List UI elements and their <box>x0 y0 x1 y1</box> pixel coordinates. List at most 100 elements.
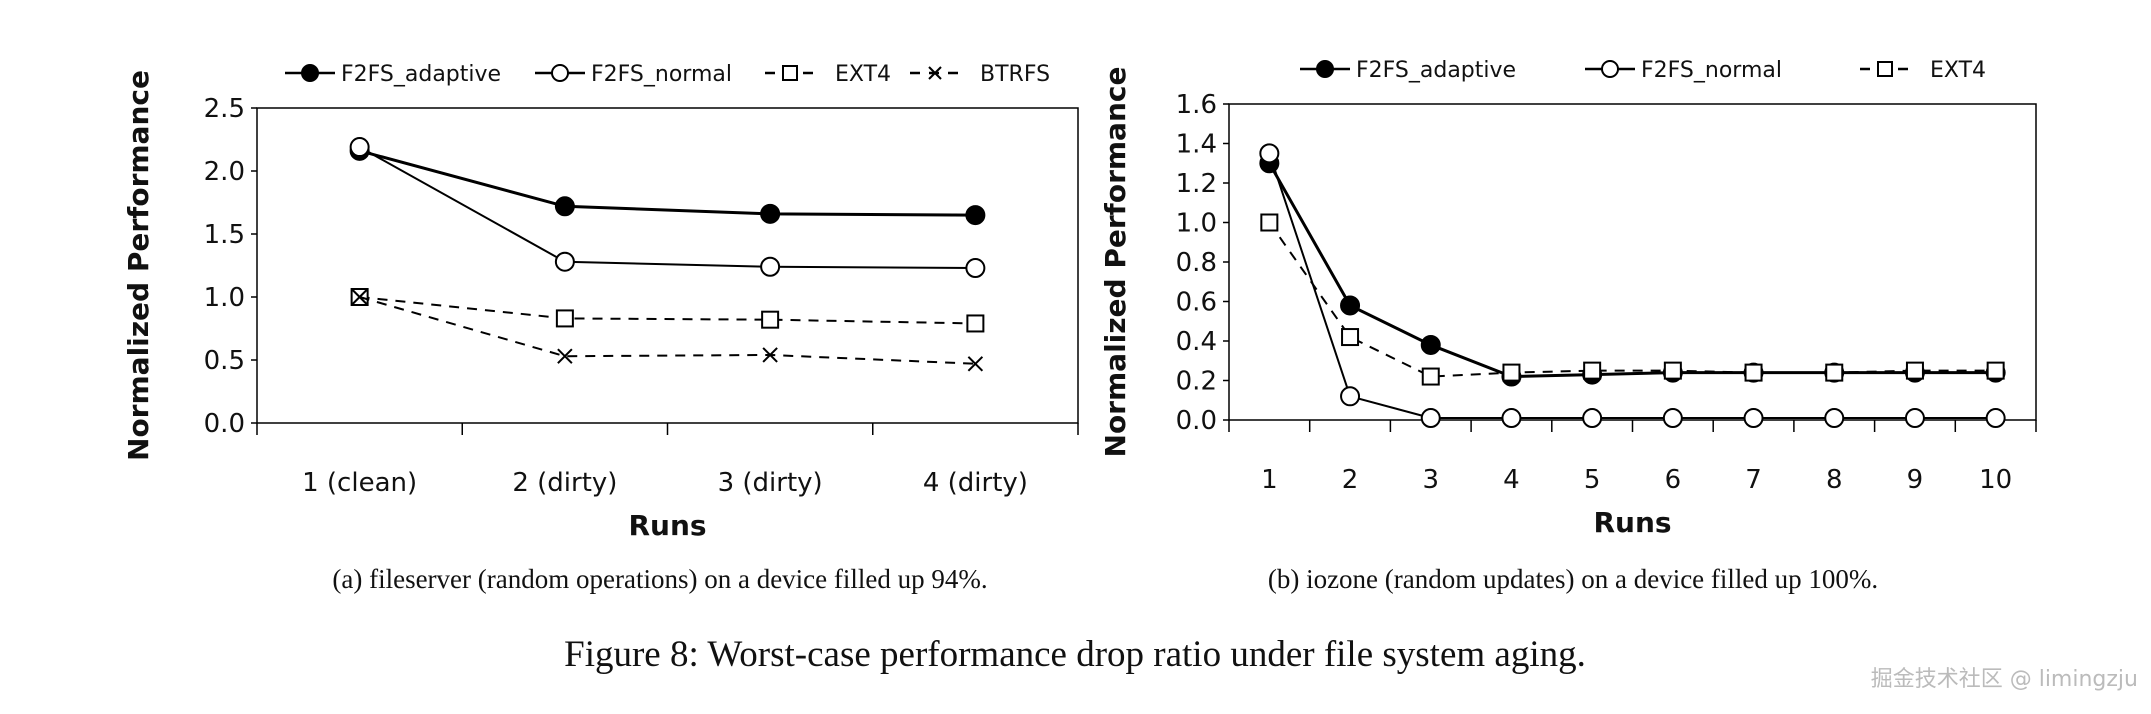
data-point <box>1662 408 1683 429</box>
cross-stroke <box>928 66 942 80</box>
y-tick-label: 0.0 <box>1176 406 1217 436</box>
legend-marker <box>928 66 942 80</box>
x-tick-label: 9 <box>1907 465 1924 495</box>
data-point <box>1421 367 1440 386</box>
data-point <box>1501 408 1522 429</box>
x-tick-label: 6 <box>1665 465 1682 495</box>
x-tick-label: 3 <box>1422 465 1439 495</box>
data-point <box>1663 361 1682 380</box>
y-tick-label: 1.6 <box>1176 90 1217 120</box>
cross-stroke <box>967 356 984 372</box>
chart-b: 0.0 0.2 0.4 0.6 0.8 1.0 1.2 1.4 1.6 1 2 3 4 5 6 7 8 9 10 Ru… <box>1099 58 2037 539</box>
series-f2fs-adaptive <box>349 140 986 226</box>
data-point <box>1259 143 1280 164</box>
legend-marker <box>782 65 798 81</box>
x-axis-title: Runs <box>628 509 706 542</box>
series-f2fs-adaptive <box>1259 153 2006 387</box>
legend-item-ext4: EXT4 <box>1860 58 1986 83</box>
series-btrfs <box>351 289 984 372</box>
y-tick-label: 1.2 <box>1176 169 1217 199</box>
data-point <box>967 356 984 372</box>
legend-label: F2FS_normal <box>1641 58 1782 83</box>
x-tick-label: 1 (clean) <box>302 468 417 498</box>
caption-a: (a) fileserver (random operations) on a … <box>332 564 987 594</box>
data-point <box>351 289 368 305</box>
data-point <box>1904 408 1925 429</box>
y-tick-label: 1.0 <box>1176 209 1217 239</box>
series-f2fs-normal <box>1259 143 2006 429</box>
cross-stroke <box>762 347 778 363</box>
data-point <box>1502 363 1521 382</box>
data-point <box>555 309 574 328</box>
x-tick-label: 3 (dirty) <box>718 468 823 498</box>
data-point <box>1420 334 1441 355</box>
data-point <box>1743 408 1764 429</box>
y-tick-label: 0.8 <box>1176 248 1217 278</box>
data-point <box>1340 295 1361 316</box>
legend-marker <box>1601 60 1619 78</box>
legend-label: BTRFS <box>980 62 1050 87</box>
y-tick-label: 0.6 <box>1176 288 1217 318</box>
y-tick-label: 1.5 <box>204 220 245 250</box>
data-point <box>1420 408 1441 429</box>
data-point <box>1744 363 1763 382</box>
watermark: 掘金技术社区 @ limingzju <box>1871 667 2138 692</box>
data-point <box>557 348 573 364</box>
data-point <box>1341 328 1360 347</box>
legend-label: F2FS_adaptive <box>341 62 501 87</box>
x-tick-label: 4 (dirty) <box>923 468 1028 498</box>
x-tick-label: 1 <box>1261 465 1278 495</box>
cross-stroke <box>557 348 573 364</box>
x-tick-label: 2 <box>1342 465 1359 495</box>
y-axis-title: Normalized Performance <box>1099 67 1132 458</box>
legend-label: F2FS_normal <box>591 62 732 87</box>
data-point <box>761 310 780 329</box>
data-point <box>1986 361 2005 380</box>
data-point <box>1260 213 1279 232</box>
x-axis-title: Runs <box>1593 506 1671 539</box>
series-ext4 <box>350 288 985 333</box>
y-tick-label: 0.5 <box>204 346 245 376</box>
legend-label: F2FS_adaptive <box>1356 58 1516 83</box>
data-point <box>1340 386 1361 407</box>
series-ext4 <box>1260 213 2005 386</box>
y-tick-label: 1.4 <box>1176 130 1217 160</box>
data-point <box>966 314 985 333</box>
data-point <box>1583 361 1602 380</box>
legend-marker <box>1877 61 1893 77</box>
series-line <box>359 146 976 270</box>
x-tick-label: 8 <box>1826 465 1843 495</box>
series-line <box>359 149 976 217</box>
figure-caption: Figure 8: Worst-case performance drop ra… <box>564 634 1586 675</box>
series-line <box>359 296 976 325</box>
series-line <box>1268 221 1996 378</box>
data-point <box>965 258 986 279</box>
x-tick-label: 2 (dirty) <box>512 468 617 498</box>
y-tick-label: 2.0 <box>204 157 245 187</box>
legend-item-btrfs: BTRFS <box>910 62 1050 87</box>
y-tick-label: 0.2 <box>1176 367 1217 397</box>
data-point <box>760 256 781 277</box>
legend-label: EXT4 <box>835 62 891 87</box>
chart-a: 0.0 0.5 1.0 1.5 2.0 2.5 1 (clean) 2 (dirty) 3 (d… <box>122 62 1079 542</box>
legend-item-ext4: EXT4 <box>765 62 891 87</box>
legend-item-f2fs-normal: F2FS_normal <box>535 62 732 87</box>
y-axis-title: Normalized Performance <box>122 70 155 461</box>
series-f2fs-normal <box>349 137 986 279</box>
data-point <box>1985 408 2006 429</box>
legend-marker <box>551 64 569 82</box>
y-tick-label: 0.4 <box>1176 327 1217 357</box>
data-point <box>1825 363 1844 382</box>
legend-marker <box>301 64 319 82</box>
data-point <box>1824 408 1845 429</box>
data-point <box>1905 361 1924 380</box>
y-tick-label: 1.0 <box>204 283 245 313</box>
caption-b: (b) iozone (random updates) on a device … <box>1268 564 1878 594</box>
legend-item-f2fs-adaptive: F2FS_adaptive <box>285 62 501 87</box>
legend-item-f2fs-adaptive: F2FS_adaptive <box>1300 58 1516 83</box>
y-tick-label: 2.5 <box>204 94 245 124</box>
x-tick-label: 10 <box>1979 465 2012 495</box>
x-tick-label: 4 <box>1503 465 1520 495</box>
data-point <box>762 347 778 363</box>
